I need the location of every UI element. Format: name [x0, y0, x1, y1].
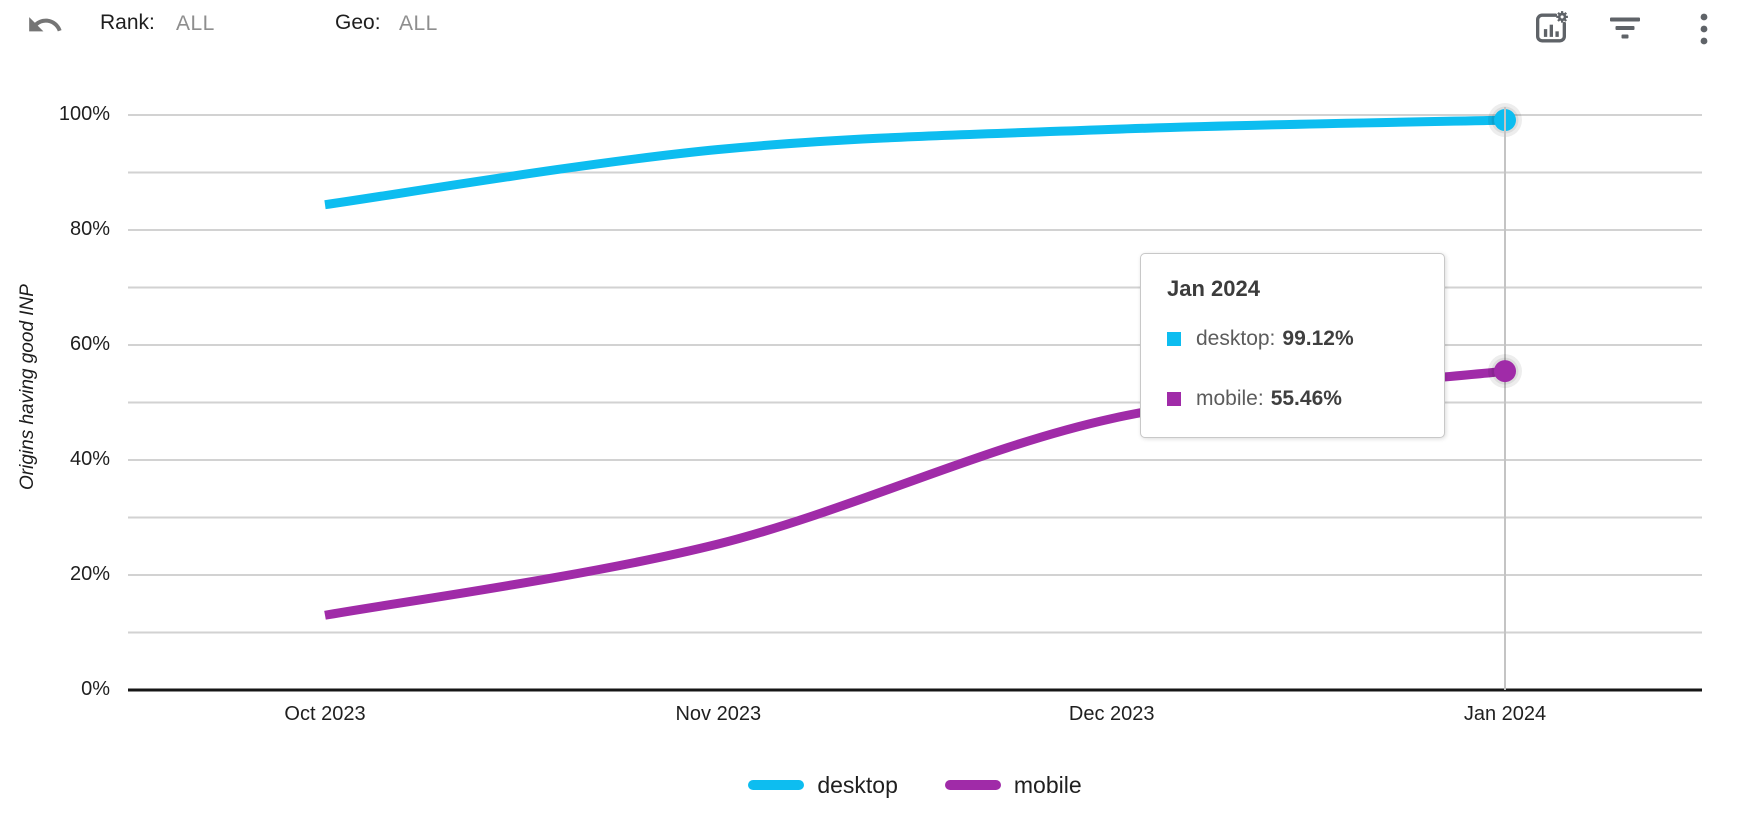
- legend-label: mobile: [1013, 771, 1082, 798]
- y-tick-label: 20%: [69, 563, 110, 585]
- y-tick-label: 0%: [81, 678, 110, 700]
- chart-settings-icon: [1531, 11, 1571, 51]
- toolbar: Rank: ALL Geo: ALL: [0, 0, 1752, 56]
- undo-icon: [26, 17, 64, 47]
- y-tick-label: 80%: [69, 218, 110, 240]
- x-tick-label: Nov 2023: [675, 703, 762, 725]
- y-tick-label: 60%: [69, 333, 110, 355]
- rank-select[interactable]: ALL: [170, 11, 221, 37]
- tooltip-series-label: desktop:: [1196, 327, 1276, 350]
- y-tick-label: 100%: [58, 103, 110, 125]
- undo-button[interactable]: [26, 6, 64, 44]
- tooltip-row-desktop: desktop: 99.12%: [1167, 327, 1418, 351]
- desktop-swatch-icon: [1167, 332, 1181, 346]
- chart-legend: desktop mobile: [128, 768, 1702, 802]
- tooltip-title: Jan 2024: [1167, 276, 1260, 301]
- tooltip-series-label: mobile:: [1196, 387, 1264, 410]
- y-tick-label: 40%: [69, 448, 110, 470]
- geo-select[interactable]: ALL: [393, 11, 444, 37]
- tooltip-series-value: 55.46%: [1270, 387, 1342, 410]
- chart-settings-button[interactable]: [1531, 8, 1571, 48]
- mobile-point-marker: [1494, 360, 1516, 383]
- kebab-menu-icon: [1698, 13, 1710, 49]
- legend-item-mobile: mobile: [944, 771, 1082, 799]
- mobile-line-swatch-icon: [944, 780, 1001, 790]
- tooltip-series-value: 99.12%: [1282, 327, 1354, 350]
- x-tick-label: Jan 2024: [1463, 703, 1547, 725]
- filter-button[interactable]: [1609, 16, 1641, 40]
- x-tick-label: Oct 2023: [284, 703, 366, 725]
- desktop-line-swatch-icon: [748, 780, 805, 790]
- desktop-line-series: [324, 115, 1506, 210]
- rank-filter-label: Rank:: [100, 11, 155, 34]
- more-options-button[interactable]: [1698, 12, 1710, 46]
- mobile-swatch-icon: [1167, 392, 1181, 406]
- legend-item-desktop: desktop: [748, 772, 898, 799]
- legend-label: desktop: [817, 771, 898, 798]
- geo-filter-label: Geo:: [335, 11, 381, 34]
- x-tick-label: Dec 2023: [1068, 703, 1155, 725]
- tooltip-row-mobile: mobile: 55.46%: [1167, 387, 1418, 411]
- chart-tooltip: Jan 2024 desktop: 99.12% mobile: 55.46%: [1140, 253, 1445, 438]
- filter-icon: [1609, 17, 1641, 43]
